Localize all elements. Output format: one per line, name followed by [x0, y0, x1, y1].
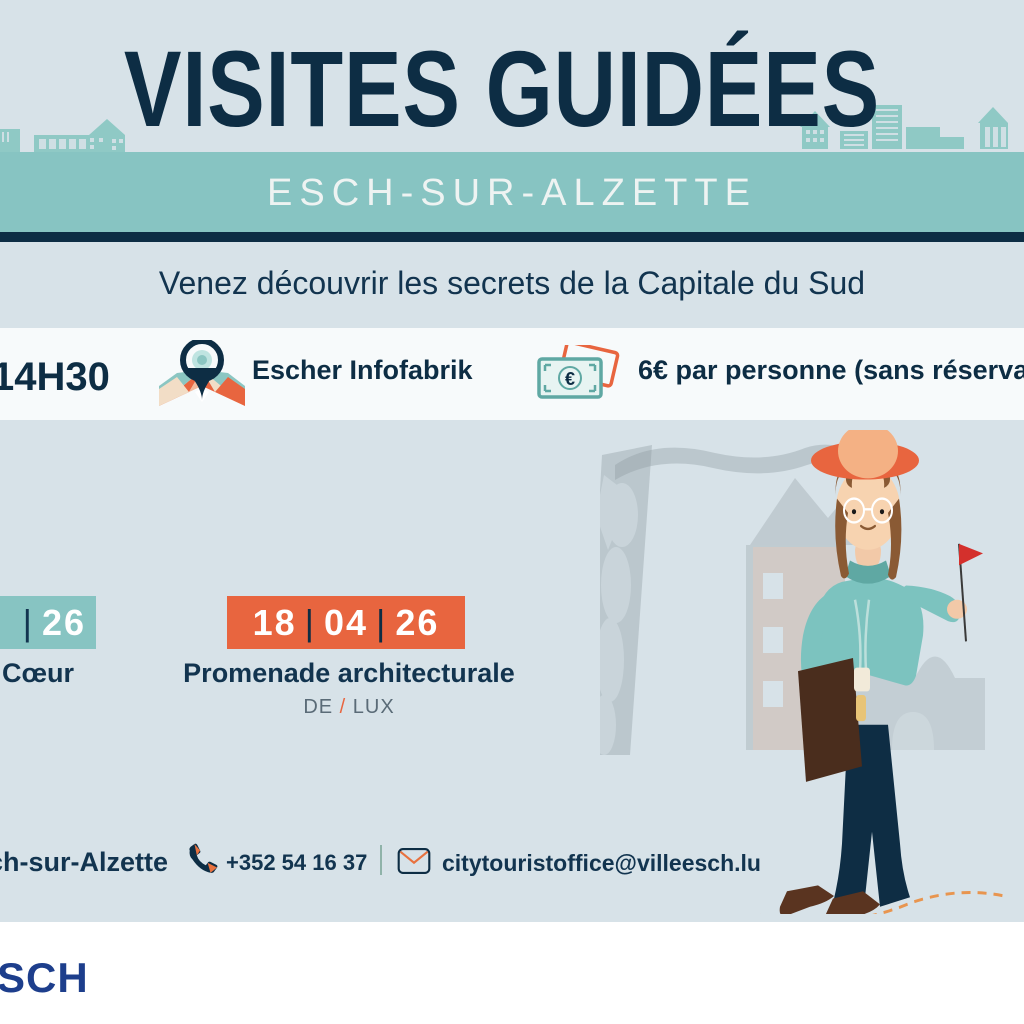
svg-text:€: € [565, 369, 575, 389]
